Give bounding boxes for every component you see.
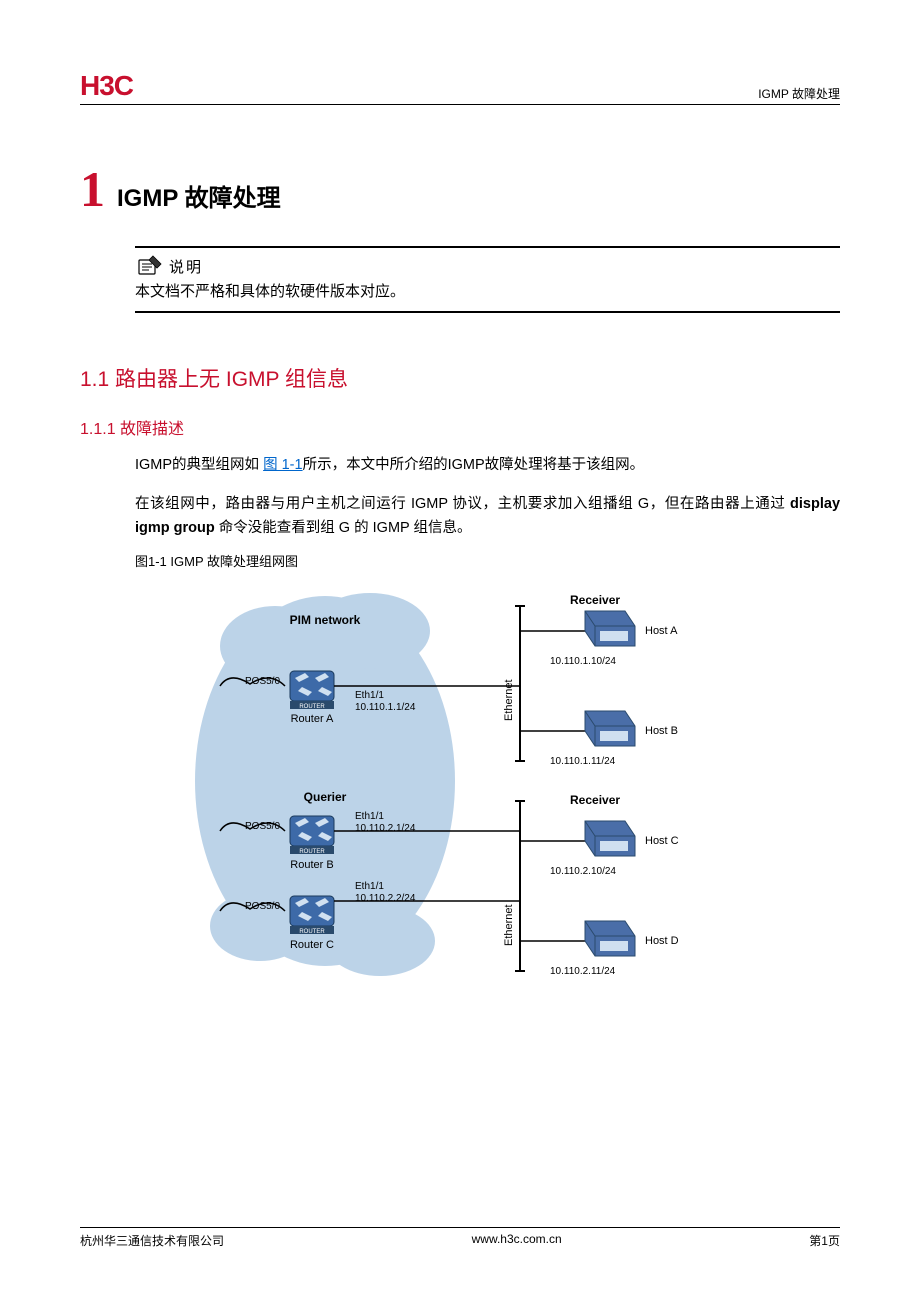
router-b-eth: Eth1/1 (355, 811, 384, 822)
svg-text:ROUTER: ROUTER (299, 849, 325, 855)
host-c-icon: Host C 10.110.2.10/24 (520, 821, 679, 877)
note-icon (135, 254, 163, 278)
host-d-ip: 10.110.2.11/24 (550, 966, 616, 977)
p1-text-b: 所示，本文中所介绍的IGMP故障处理将基于该组网。 (303, 457, 645, 473)
host-d-icon: Host D 10.110.2.11/24 (520, 921, 679, 977)
note-label: 说明 (169, 256, 203, 277)
router-c-name: Router C (290, 939, 334, 951)
section-heading-1-1-1: 1.1.1 故障描述 (80, 415, 840, 439)
host-a-icon: Host A 10.110.1.10/24 (520, 611, 678, 667)
router-c-eth: Eth1/1 (355, 881, 384, 892)
p2-text-b: 命令没能查看到组 G 的 IGMP 组信息。 (215, 520, 472, 536)
footer-left: 杭州华三通信技术有限公司 (80, 1232, 224, 1249)
host-c-ip: 10.110.2.10/24 (550, 866, 616, 877)
router-c-ip: 10.110.2.2/24 (355, 893, 416, 904)
paragraph-1: IGMP的典型组网如 图 1-1所示，本文中所介绍的IGMP故障处理将基于该组网… (135, 453, 840, 478)
svg-text:ROUTER: ROUTER (299, 704, 325, 710)
svg-text:ROUTER: ROUTER (299, 929, 325, 935)
footer-center: www.h3c.com.cn (472, 1232, 562, 1249)
chapter-number: 1 (80, 160, 105, 218)
note-text: 本文档不严格和具体的软硬件版本对应。 (135, 280, 840, 301)
querier-label: Querier (304, 790, 347, 804)
header-title: IGMP 故障处理 (758, 85, 840, 102)
host-b-icon: Host B 10.110.1.11/24 (520, 711, 678, 767)
host-a-name: Host A (645, 625, 678, 637)
host-b-ip: 10.110.1.11/24 (550, 756, 616, 767)
figure-caption: 图1-1 IGMP 故障处理组网图 (135, 551, 840, 570)
pim-label: PIM network (290, 613, 361, 627)
chapter-title: 1 IGMP 故障处理 (80, 160, 840, 218)
router-b-pos: POS5/0 (245, 821, 280, 832)
footer-right: 第1页 (809, 1232, 840, 1249)
host-a-ip: 10.110.1.10/24 (550, 656, 616, 667)
router-a-ip: 10.110.1.1/24 (355, 702, 416, 713)
router-b-ip: 10.110.2.1/24 (355, 823, 416, 834)
p2-text-a: 在该组网中，路由器与用户主机之间运行 IGMP 协议，主机要求加入组播组 G，但… (135, 496, 785, 512)
router-a-name: Router A (291, 713, 334, 725)
note-box: 说明 本文档不严格和具体的软硬件版本对应。 (135, 246, 840, 313)
receiver-label-2: Receiver (570, 793, 620, 807)
figure-link[interactable]: 图 1-1 (263, 457, 303, 473)
section-heading-1-1: 1.1 路由器上无 IGMP 组信息 (80, 363, 840, 393)
p1-text-a: IGMP的典型组网如 (135, 457, 263, 473)
router-c-pos: POS5/0 (245, 901, 280, 912)
router-a-eth: Eth1/1 (355, 690, 384, 701)
paragraph-2: 在该组网中，路由器与用户主机之间运行 IGMP 协议，主机要求加入组播组 G，但… (135, 492, 840, 541)
chapter-text: IGMP 故障处理 (117, 178, 281, 213)
network-diagram: PIM network Ethernet Ethernet POS5/0 ROU… (190, 576, 710, 991)
page-header: H3C IGMP 故障处理 (80, 70, 840, 105)
router-b-name: Router B (290, 859, 333, 871)
logo: H3C (80, 70, 133, 102)
ethernet-label-2: Ethernet (503, 904, 515, 946)
host-b-name: Host B (645, 725, 678, 737)
page-footer: 杭州华三通信技术有限公司 www.h3c.com.cn 第1页 (80, 1227, 840, 1249)
host-d-name: Host D (645, 935, 679, 947)
router-a-pos: POS5/0 (245, 676, 280, 687)
host-c-name: Host C (645, 835, 679, 847)
receiver-label-1: Receiver (570, 593, 620, 607)
